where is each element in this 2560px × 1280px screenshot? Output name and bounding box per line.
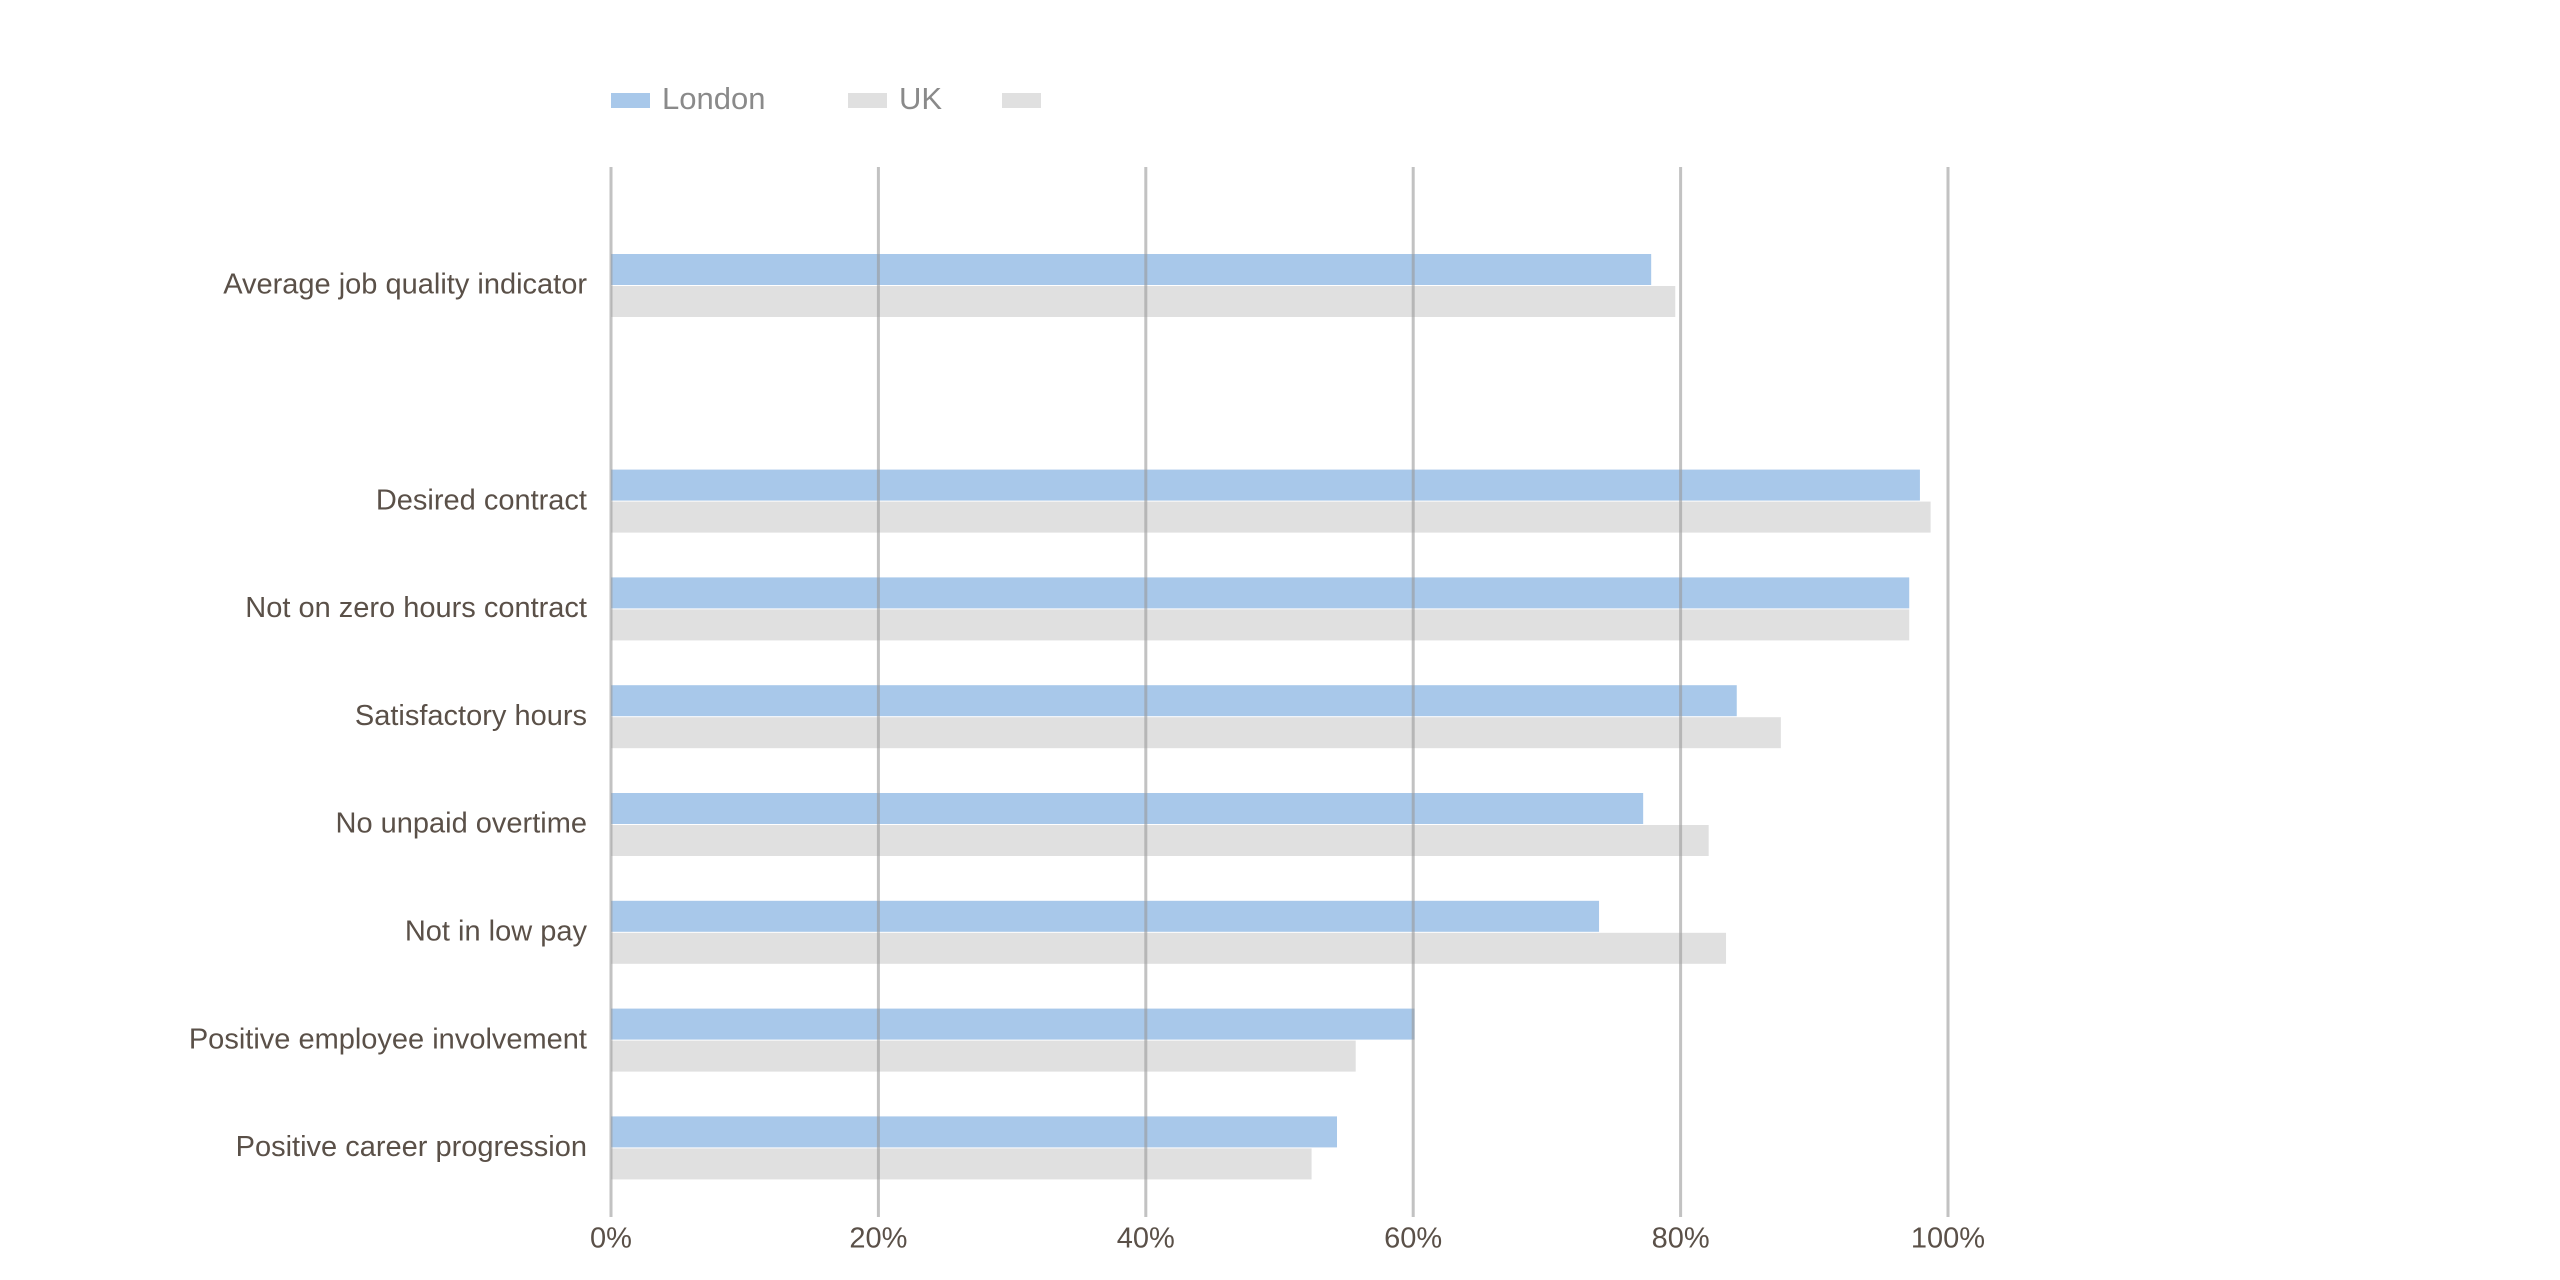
legend-swatch [848, 93, 887, 108]
x-tick-label: 60% [1384, 1223, 1442, 1255]
bar [611, 717, 1781, 749]
bar [611, 932, 1727, 964]
x-tick-label: 80% [1652, 1223, 1710, 1255]
bar [611, 609, 1910, 641]
y-tick-label: Average job quality indicator [223, 269, 587, 301]
x-tick-label: 20% [849, 1223, 907, 1255]
x-tick-label: 100% [1911, 1223, 1985, 1255]
bar [611, 1040, 1356, 1072]
bar [611, 1008, 1415, 1040]
bar [611, 1116, 1337, 1148]
x-tick-label: 0% [590, 1223, 632, 1255]
legend-label: London [662, 81, 765, 116]
bar [611, 685, 1737, 717]
bar [611, 469, 1920, 501]
y-tick-label: Not in low pay [405, 915, 588, 947]
x-tick-label: 40% [1117, 1223, 1175, 1255]
bar [611, 501, 1931, 533]
y-tick-label: Positive career progression [236, 1131, 587, 1163]
bar [611, 825, 1709, 856]
y-tick-label: No unpaid overtime [336, 808, 587, 840]
legend-swatch [1002, 93, 1041, 108]
y-tick-label: Satisfactory hours [355, 700, 587, 732]
bar [611, 286, 1676, 317]
bar [611, 1148, 1312, 1180]
bar [611, 793, 1644, 824]
legend-label: UK [899, 81, 942, 116]
y-tick-label: Not on zero hours contract [245, 592, 587, 624]
y-tick-label: Positive employee involvement [189, 1023, 587, 1055]
bar [611, 577, 1910, 609]
bar [611, 254, 1652, 285]
legend-swatch [611, 93, 650, 108]
y-tick-label: Desired contract [376, 484, 587, 516]
bar [611, 900, 1600, 932]
